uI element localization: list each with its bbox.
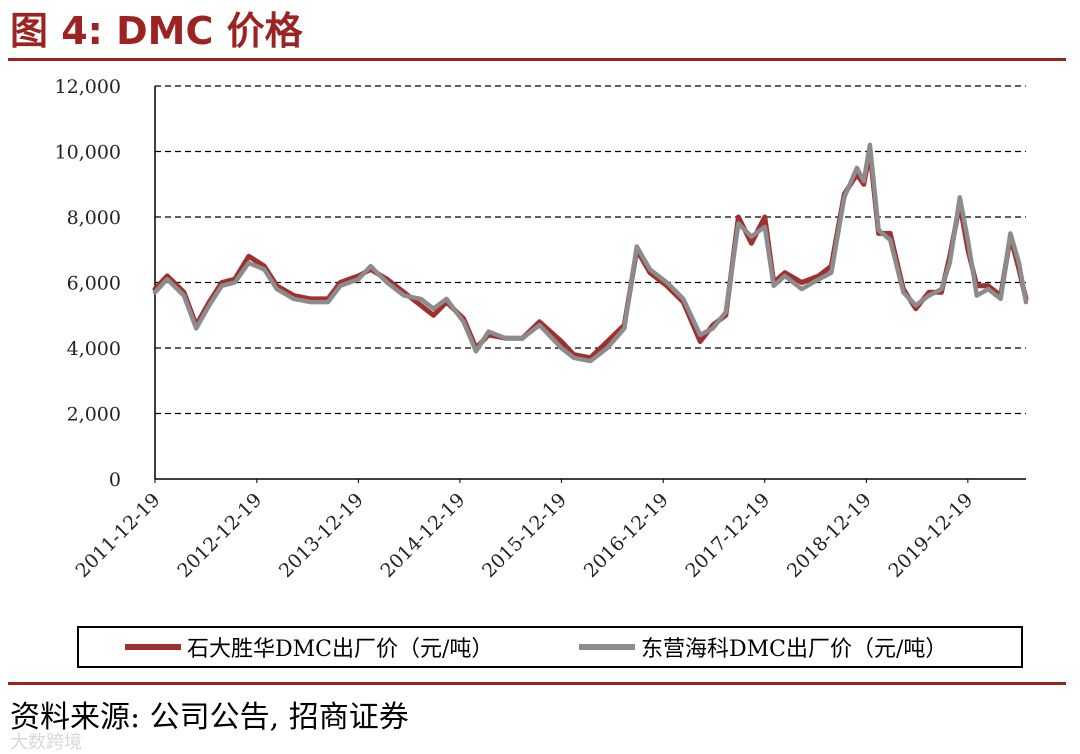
series-line-2 [152,142,1029,364]
x-tick-labels: 2011-12-19 2012-12-19 2013-12-19 2014-12-19… [72,489,978,582]
legend-label-series-1: 石大胜华DMC出厂价（元/吨） [187,637,494,662]
x-tick-label-3: 2013-12-19 [275,489,368,582]
gridlines [155,85,1026,415]
legend-label-series-2: 东营海科DMC出厂价（元/吨） [641,637,948,662]
footer-divider [8,682,1066,685]
y-tick-label-10000: 10,000 [55,142,121,164]
chart-legend: 石大胜华DMC出厂价（元/吨） 东营海科DMC出厂价（元/吨） [77,626,1023,668]
y-tick-label-0: 0 [109,469,121,491]
y-tick-label-6000: 6,000 [67,273,121,295]
x-tick-label-9: 2019-12-19 [884,489,977,582]
y-tick-label-12000: 12,000 [55,76,121,98]
price-line-chart: 0 2,000 4,000 6,000 8,000 10,000 12,000 2011-1… [55,76,1029,582]
source-note: 资料来源: 公司公告, 招商证券 [10,700,409,735]
figure-title: 图 4: DMC 价格 [10,9,303,53]
x-tick-label-8: 2018-12-19 [783,489,876,582]
y-tick-label-4000: 4,000 [67,338,121,360]
y-tick-labels: 0 2,000 4,000 6,000 8,000 10,000 12,000 [55,76,121,491]
title-divider [8,58,1066,61]
legend-item-series-2: 东营海科DMC出厂价（元/吨） [579,628,947,666]
axes [154,86,1026,483]
series-lines [152,142,1029,364]
x-tick-label-1: 2011-12-19 [72,489,165,582]
legend-swatch-series-1 [125,644,181,650]
x-tick-label-2: 2012-12-19 [173,489,266,582]
y-tick-label-8000: 8,000 [67,207,121,229]
y-tick-label-2000: 2,000 [67,404,121,426]
legend-swatch-series-2 [579,644,635,650]
x-tick-label-6: 2016-12-19 [580,489,673,582]
x-tick-label-5: 2015-12-19 [478,489,571,582]
x-tick-label-4: 2014-12-19 [376,489,469,582]
watermark: 大数跨境 [10,732,82,753]
legend-item-series-1: 石大胜华DMC出厂价（元/吨） [125,628,493,666]
x-tick-label-7: 2017-12-19 [681,489,774,582]
